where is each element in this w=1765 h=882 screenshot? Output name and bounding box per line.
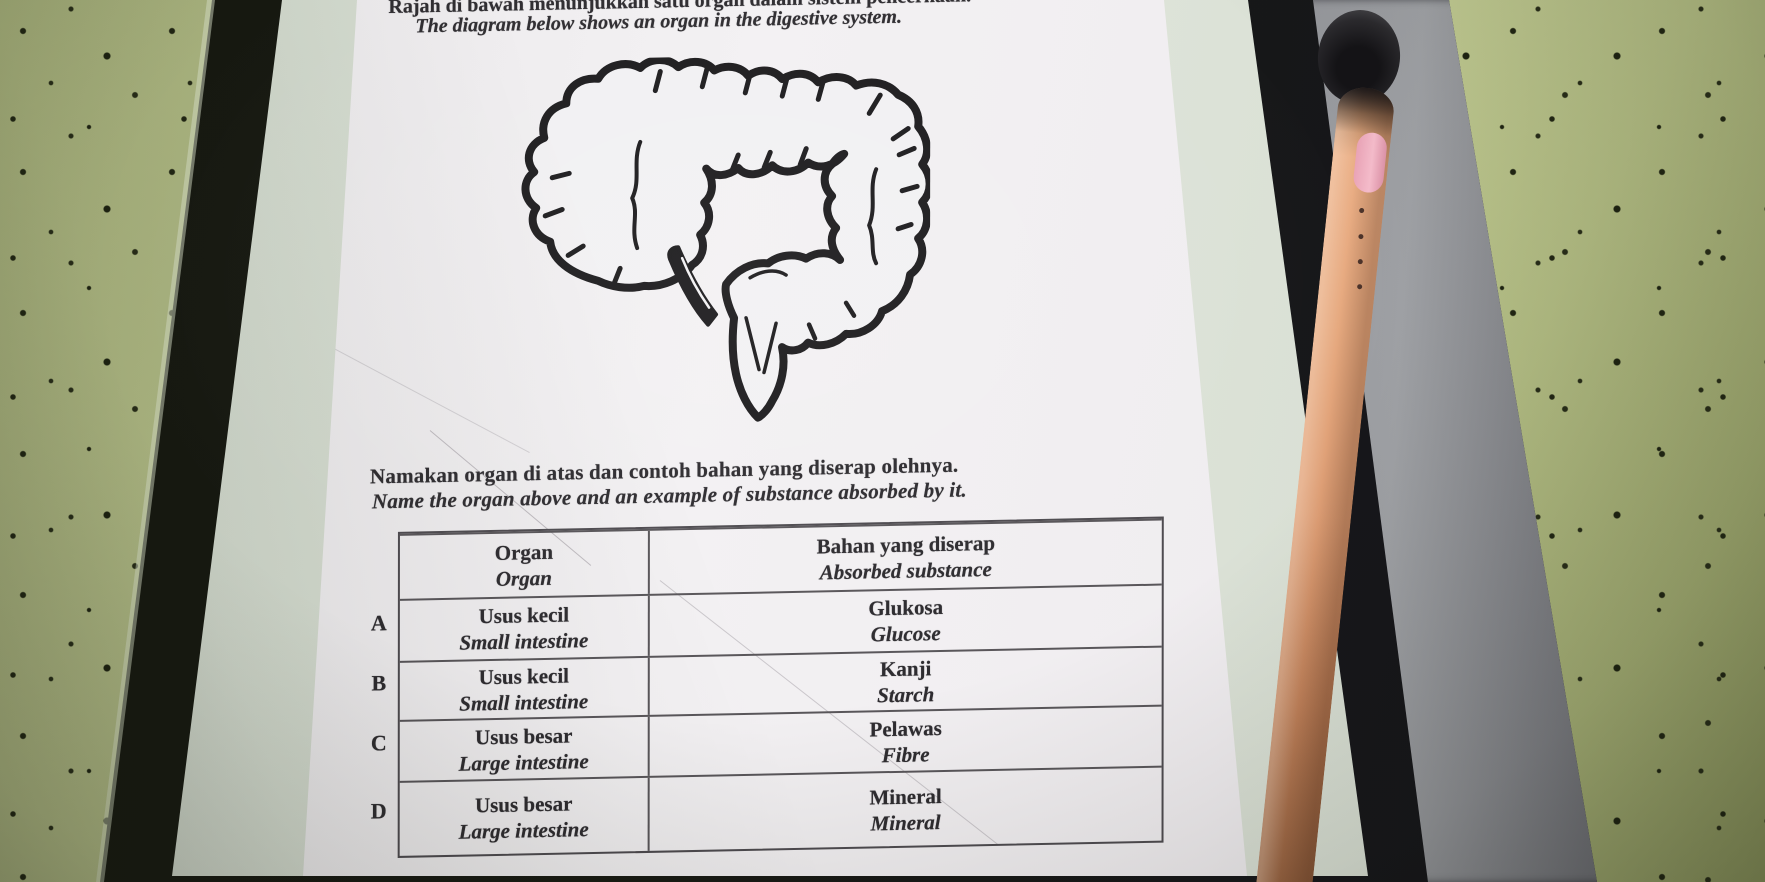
stylus-grip-pink <box>1352 131 1389 195</box>
header-substance-english: Absorbed substance <box>819 556 992 584</box>
substance-english: Mineral <box>870 809 941 835</box>
option-letter-a: A <box>370 610 387 636</box>
organ-english: Small intestine <box>459 628 589 655</box>
stylus-dot <box>1358 207 1365 214</box>
organ-malay: Usus kecil <box>478 602 570 629</box>
stylus-dot <box>1356 283 1363 290</box>
stylus-dot <box>1357 258 1364 265</box>
organ-malay: Usus besar <box>474 790 573 817</box>
substance-english: Glucose <box>870 621 941 647</box>
substance-english: Fibre <box>881 741 930 767</box>
header-substance-malay: Bahan yang diserap <box>816 530 996 558</box>
header-substance: Bahan yang diserap Absorbed substance <box>650 521 1162 594</box>
large-intestine-diagram <box>521 56 931 422</box>
header-organ-english: Organ <box>495 565 552 591</box>
cell-substance-a: Glukosa Glucose <box>650 586 1162 656</box>
organ-english: Large intestine <box>458 816 589 844</box>
substance-malay: Glukosa <box>868 594 944 621</box>
table-row-d: Usus besar Large intestine Mineral Miner… <box>399 765 1162 856</box>
option-letter-b: B <box>371 670 387 696</box>
substance-malay: Kanji <box>880 655 932 681</box>
cell-substance-d: Mineral Mineral <box>650 768 1162 851</box>
cell-organ-a: Usus kecil Small intestine <box>399 595 650 661</box>
organ-english: Small intestine <box>459 688 589 716</box>
cell-organ-d: Usus besar Large intestine <box>399 777 650 856</box>
organ-english: Large intestine <box>458 748 589 776</box>
stylus-dot <box>1358 233 1364 240</box>
header-organ-malay: Organ <box>494 539 554 565</box>
organ-malay: Usus kecil <box>478 662 570 689</box>
substance-malay: Mineral <box>869 783 942 809</box>
substance-malay: Pelawas <box>869 715 942 741</box>
option-letter-d: D <box>370 798 387 824</box>
option-letter-c: C <box>370 730 387 756</box>
organ-malay: Usus besar <box>475 722 573 749</box>
answer-table: A B C D Organ Organ Bahan yang diserap A… <box>371 516 1164 858</box>
header-organ: Organ Organ <box>399 530 650 599</box>
cell-organ-c: Usus besar Large intestine <box>399 716 650 781</box>
cell-organ-b: Usus kecil Small intestine <box>399 657 650 720</box>
substance-english: Starch <box>877 681 935 707</box>
cell-substance-b: Kanji Starch <box>650 648 1162 715</box>
cell-substance-c: Pelawas Fibre <box>650 707 1162 776</box>
